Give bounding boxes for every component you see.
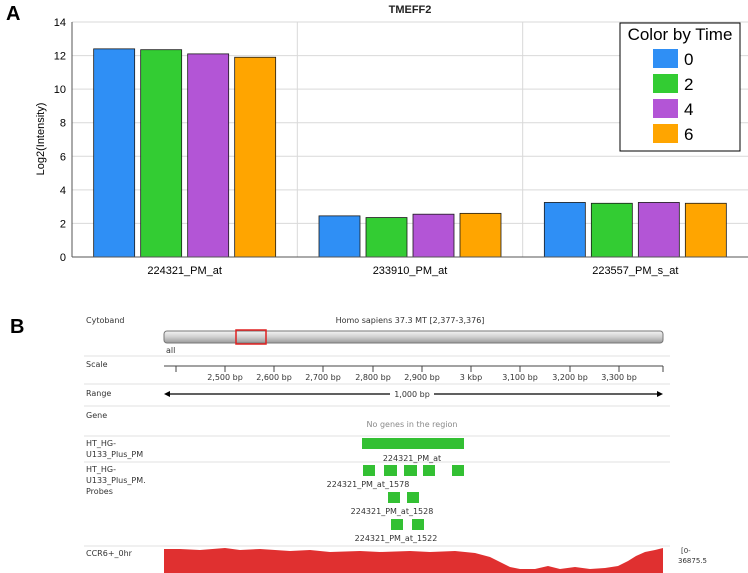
legend-title: Color by Time	[628, 25, 733, 44]
scale-tick-label: 2,600 bp	[256, 373, 292, 382]
y-tick-label: 2	[60, 218, 66, 230]
y-tick-label: 8	[60, 118, 66, 130]
y-tick-label: 10	[54, 84, 66, 96]
igv-browser: Cytoband Homo sapiens 37.3 MT [2,377-3,3…	[84, 316, 707, 573]
legend-swatch-time-0	[653, 49, 678, 68]
gene-empty-message: No genes in the region	[367, 420, 458, 429]
legend-label: 2	[684, 75, 693, 94]
x-tick-label: 233910_PM_at	[373, 265, 448, 277]
scale-tick-label: 3,100 bp	[502, 373, 538, 382]
legend-items: 0 2 4 6	[653, 49, 693, 144]
y-tick-labels: 0 2 4 6 8 10 12 14	[54, 17, 66, 264]
bar-224321_PM_at-time-0[interactable]	[93, 48, 136, 258]
probe-feature-label: 224321_PM_at_1578	[327, 480, 410, 489]
probe-feature-label: 224321_PM_at_1528	[351, 507, 434, 516]
chart-title: TMEFF2	[389, 4, 432, 16]
bar-224321_PM_at-time-6[interactable]	[234, 56, 277, 258]
probe-set-feature[interactable]	[362, 438, 464, 449]
coverage-track-label: CCR6+_0hr	[86, 549, 133, 558]
range-text-bg	[390, 389, 434, 399]
coverage-histogram[interactable]	[164, 548, 663, 573]
range-arrow-right-icon	[657, 391, 663, 397]
probe-feature[interactable]	[412, 519, 424, 530]
legend-swatch-time-4	[653, 99, 678, 118]
probe-feature[interactable]	[391, 519, 403, 530]
x-tick-labels: 224321_PM_at 233910_PM_at 223557_PM_s_at	[147, 265, 678, 277]
y-tick-label: 4	[60, 185, 66, 197]
track-label-line: U133_Plus_PM	[86, 450, 143, 459]
panel-b-letter: B	[10, 316, 24, 338]
bars	[93, 48, 727, 258]
y-tick-label: 12	[54, 51, 66, 63]
legend-label: 0	[684, 50, 693, 69]
y-tick-label: 0	[60, 252, 66, 264]
bar-224321_PM_at-time-4[interactable]	[187, 53, 230, 258]
cytoband-title: Homo sapiens 37.3 MT [2,377-3,376]	[336, 316, 485, 325]
range-value: 1,000 bp	[394, 390, 430, 399]
x-tick-label: 223557_PM_s_at	[592, 265, 678, 277]
coverage-range-label: 36875.5	[678, 557, 707, 565]
chromosome-label: all	[166, 346, 175, 355]
bar-223557_PM_s_at-time-0[interactable]	[543, 202, 586, 258]
scale-ticks: 2,500 bp 2,600 bp 2,700 bp 2,800 bp 2,900 bp…	[175, 366, 664, 382]
bar-223557_PM_s_at-time-6[interactable]	[684, 202, 727, 258]
y-axis-label: Log2(Intensity)	[35, 103, 47, 176]
scale-tick-label: 2,700 bp	[305, 373, 341, 382]
probe-set-feature-label: 224321_PM_at	[383, 454, 441, 463]
gene-track-label: Gene	[86, 411, 107, 420]
bar-224321_PM_at-time-2[interactable]	[140, 49, 183, 258]
probe-feature[interactable]	[384, 465, 397, 476]
bar-233910_PM_at-time-6[interactable]	[459, 212, 502, 258]
track-label-line: U133_Plus_PM.	[86, 476, 146, 485]
scale-label: Scale	[86, 360, 108, 369]
grid-lines	[72, 21, 748, 257]
probe-feature[interactable]	[452, 465, 464, 476]
bar-223557_PM_s_at-time-2[interactable]	[590, 202, 633, 258]
panel-a-letter: A	[6, 3, 20, 25]
probe-feature[interactable]	[404, 465, 417, 476]
axes	[71, 22, 748, 258]
scale-tick-label: 3,300 bp	[601, 373, 637, 382]
legend-swatch-time-2	[653, 74, 678, 93]
track-label-line: HT_HG-	[86, 439, 116, 448]
coverage-range-label: [0-	[681, 547, 691, 555]
probe-feature[interactable]	[407, 492, 419, 503]
probe-features: 224321_PM_at_1578 224321_PM_at_1528 2243…	[327, 465, 464, 543]
range-arrow-left-icon	[164, 391, 170, 397]
legend: Color by Time 0 2 4 6	[619, 22, 741, 152]
y-tick-label: 14	[54, 17, 66, 29]
x-tick-label: 224321_PM_at	[147, 265, 222, 277]
probe-feature-label: 224321_PM_at_1522	[355, 534, 438, 543]
scale-tick-label: 2,900 bp	[404, 373, 440, 382]
legend-label: 6	[684, 125, 693, 144]
chromosome-ideogram[interactable]	[163, 330, 664, 344]
probe-feature[interactable]	[423, 465, 435, 476]
legend-swatch-time-6	[653, 124, 678, 143]
bar-223557_PM_s_at-time-4[interactable]	[637, 202, 680, 258]
bar-233910_PM_at-time-0[interactable]	[318, 215, 361, 258]
scale-tick-label: 2,500 bp	[207, 373, 243, 382]
bar-233910_PM_at-time-2[interactable]	[365, 217, 408, 258]
region-highlight-box[interactable]	[235, 329, 267, 345]
scale-tick-label: 2,800 bp	[355, 373, 391, 382]
bar-233910_PM_at-time-4[interactable]	[412, 213, 455, 258]
scale-tick-label: 3 kbp	[460, 373, 482, 382]
range-label: Range	[86, 389, 111, 398]
legend-label: 4	[684, 100, 693, 119]
probe-feature[interactable]	[388, 492, 400, 503]
scale-tick-label: 3,200 bp	[552, 373, 588, 382]
cytoband-label: Cytoband	[86, 316, 124, 325]
track-label-line: HT_HG-	[86, 465, 116, 474]
probe-feature[interactable]	[363, 465, 375, 476]
track-label-line: Probes	[86, 487, 113, 496]
legend-box	[619, 22, 741, 152]
y-tick-label: 6	[60, 151, 66, 163]
